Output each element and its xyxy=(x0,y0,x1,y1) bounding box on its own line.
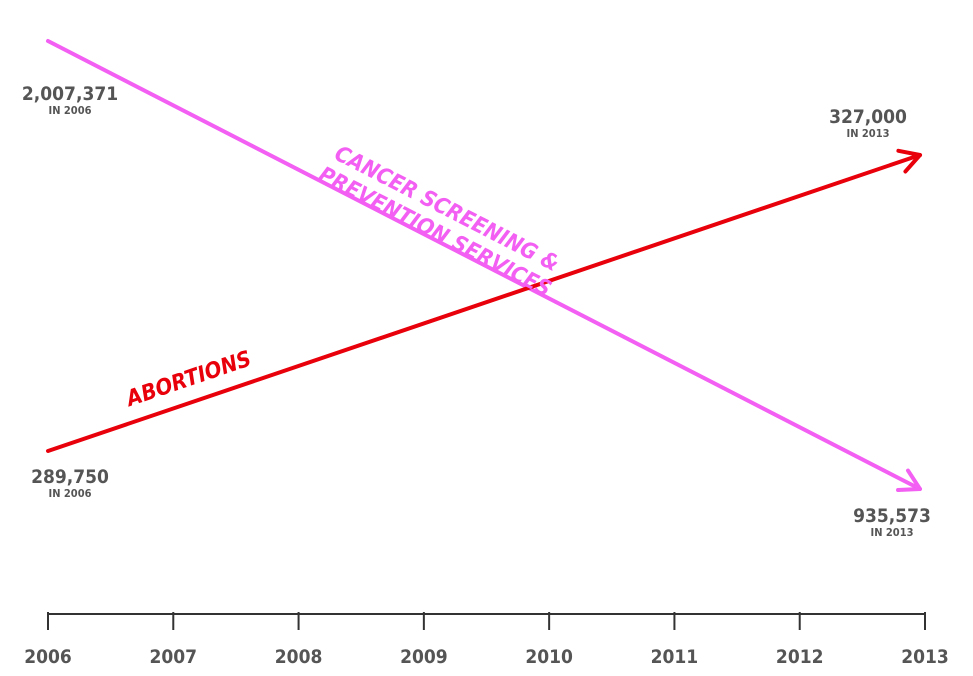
x-tick-label: 2006 xyxy=(24,646,72,668)
cancer-screening-arrowhead-icon xyxy=(896,468,922,492)
abortions-line xyxy=(46,153,922,453)
x-tick-label: 2009 xyxy=(400,646,448,668)
cancer-screening-series-label: CANCER SCREENING &PREVENTION SERVICES xyxy=(314,141,562,302)
abortions-start-value: 289,750 xyxy=(31,466,109,488)
x-tick-label: 2007 xyxy=(149,646,197,668)
x-tick-label: 2011 xyxy=(651,646,699,668)
cancer-screening-end-note: IN 2013 xyxy=(871,526,914,539)
x-tick-label: 2008 xyxy=(275,646,323,668)
abortions-arrowhead-icon xyxy=(896,148,922,174)
label-layer: CANCER SCREENING &PREVENTION SERVICES 2,0… xyxy=(22,83,931,539)
x-tick-label: 2013 xyxy=(901,646,949,668)
series-layer xyxy=(46,39,922,492)
abortions-start-note: IN 2006 xyxy=(49,487,92,500)
cancer-screening-line xyxy=(46,39,922,491)
x-tick-label: 2012 xyxy=(776,646,824,668)
cancer-screening-start-value: 2,007,371 xyxy=(22,83,118,105)
abortions-end-value: 327,000 xyxy=(829,106,907,128)
abortions-end-note: IN 2013 xyxy=(847,127,890,140)
x-tick-label: 2010 xyxy=(525,646,573,668)
cancer-screening-end-value: 935,573 xyxy=(853,505,931,527)
cancer-screening-start-note: IN 2006 xyxy=(49,104,92,117)
x-axis: 2006 2007 2008 2009 2010 2011 2012 2013 xyxy=(24,612,949,668)
